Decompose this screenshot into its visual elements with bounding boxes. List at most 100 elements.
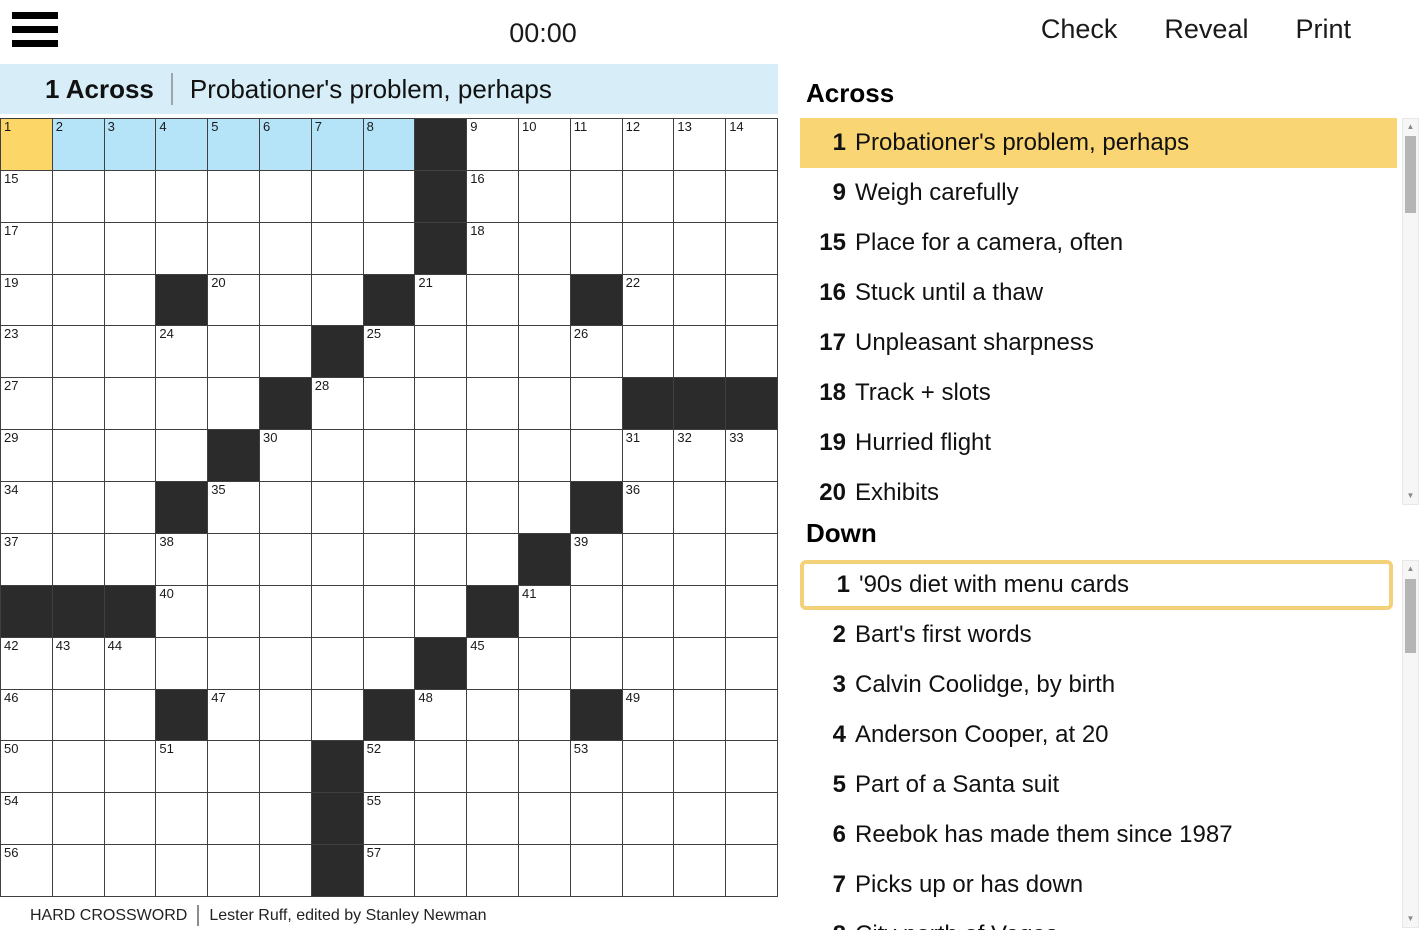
clue-across-18[interactable]: 18 Track + slots — [800, 368, 1397, 418]
grid-cell-r11c14[interactable] — [674, 637, 726, 689]
grid-cell-r12c5[interactable]: 47 — [208, 689, 259, 741]
clue-across-16[interactable]: 16 Stuck until a thaw — [800, 268, 1397, 318]
grid-cell-r8c1[interactable]: 34 — [1, 482, 52, 533]
grid-cell-r14c9[interactable] — [415, 793, 467, 845]
scroll-up-icon[interactable]: ▲ — [1406, 564, 1415, 573]
grid-cell-r7c11[interactable] — [518, 430, 570, 482]
grid-cell-r2c3[interactable] — [104, 170, 156, 222]
grid-cell-r11c7[interactable] — [311, 637, 363, 689]
grid-cell-r15c13[interactable] — [622, 845, 674, 896]
grid-cell-r10c6[interactable] — [259, 585, 311, 637]
clue-across-15[interactable]: 15 Place for a camera, often — [800, 218, 1397, 268]
grid-cell-r14c4[interactable] — [156, 793, 208, 845]
grid-cell-r7c15[interactable]: 33 — [726, 430, 777, 482]
grid-cell-r3c5[interactable] — [208, 222, 259, 274]
grid-cell-r15c6[interactable] — [259, 845, 311, 896]
grid-cell-r9c6[interactable] — [259, 533, 311, 585]
grid-cell-r11c6[interactable] — [259, 637, 311, 689]
grid-cell-r11c15[interactable] — [726, 637, 777, 689]
clue-down-3[interactable]: 3 Calvin Coolidge, by birth — [800, 660, 1397, 710]
grid-cell-r8c9[interactable] — [415, 482, 467, 533]
grid-cell-r3c1[interactable]: 17 — [1, 222, 52, 274]
grid-cell-r4c13[interactable]: 22 — [622, 274, 674, 326]
grid-cell-r10c11[interactable]: 41 — [518, 585, 570, 637]
scroll-down-icon[interactable]: ▼ — [1406, 914, 1415, 923]
grid-cell-r13c11[interactable] — [518, 741, 570, 793]
scroll-up-icon[interactable]: ▲ — [1406, 122, 1415, 131]
grid-cell-r12c1[interactable]: 46 — [1, 689, 52, 741]
grid-cell-r13c12[interactable]: 53 — [570, 741, 622, 793]
grid-cell-r2c7[interactable] — [311, 170, 363, 222]
grid-cell-r2c14[interactable] — [674, 170, 726, 222]
grid-cell-r14c2[interactable] — [52, 793, 104, 845]
clue-down-8[interactable]: 8 City north of Vegas — [800, 910, 1397, 930]
grid-cell-r7c4[interactable] — [156, 430, 208, 482]
across-scrollbar[interactable]: ▲ ▼ — [1402, 118, 1419, 505]
grid-cell-r13c15[interactable] — [726, 741, 777, 793]
grid-cell-r10c9[interactable] — [415, 585, 467, 637]
clue-down-6[interactable]: 6 Reebok has made them since 1987 — [800, 810, 1397, 860]
clue-across-1[interactable]: 1 Probationer's problem, perhaps — [800, 118, 1397, 168]
grid-cell-r6c5[interactable] — [208, 378, 259, 430]
grid-cell-r11c13[interactable] — [622, 637, 674, 689]
clue-down-1[interactable]: 1 '90s diet with menu cards — [800, 560, 1393, 610]
clue-across-20[interactable]: 20 Exhibits — [800, 468, 1397, 505]
grid-cell-r11c12[interactable] — [570, 637, 622, 689]
grid-cell-r11c10[interactable]: 45 — [467, 637, 518, 689]
grid-cell-r15c11[interactable] — [518, 845, 570, 896]
grid-cell-r7c12[interactable] — [570, 430, 622, 482]
clue-down-4[interactable]: 4 Anderson Cooper, at 20 — [800, 710, 1397, 760]
grid-cell-r1c8[interactable]: 8 — [363, 119, 415, 170]
grid-cell-r5c10[interactable] — [467, 326, 518, 378]
grid-cell-r5c13[interactable] — [622, 326, 674, 378]
grid-cell-r5c6[interactable] — [259, 326, 311, 378]
grid-cell-r10c7[interactable] — [311, 585, 363, 637]
grid-cell-r7c10[interactable] — [467, 430, 518, 482]
grid-cell-r2c4[interactable] — [156, 170, 208, 222]
grid-cell-r5c9[interactable] — [415, 326, 467, 378]
grid-cell-r4c6[interactable] — [259, 274, 311, 326]
grid-cell-r7c13[interactable]: 31 — [622, 430, 674, 482]
grid-cell-r13c1[interactable]: 50 — [1, 741, 52, 793]
grid-cell-r11c3[interactable]: 44 — [104, 637, 156, 689]
grid-cell-r10c12[interactable] — [570, 585, 622, 637]
scroll-down-icon[interactable]: ▼ — [1406, 491, 1415, 500]
grid-cell-r1c2[interactable]: 2 — [52, 119, 104, 170]
grid-cell-r14c5[interactable] — [208, 793, 259, 845]
grid-cell-r9c4[interactable]: 38 — [156, 533, 208, 585]
grid-cell-r13c3[interactable] — [104, 741, 156, 793]
grid-cell-r5c5[interactable] — [208, 326, 259, 378]
grid-cell-r1c14[interactable]: 13 — [674, 119, 726, 170]
grid-cell-r3c13[interactable] — [622, 222, 674, 274]
grid-cell-r10c15[interactable] — [726, 585, 777, 637]
grid-cell-r14c8[interactable]: 55 — [363, 793, 415, 845]
grid-cell-r6c9[interactable] — [415, 378, 467, 430]
grid-cell-r7c3[interactable] — [104, 430, 156, 482]
across-scrollbar-thumb[interactable] — [1405, 136, 1416, 213]
grid-cell-r13c13[interactable] — [622, 741, 674, 793]
grid-cell-r7c1[interactable]: 29 — [1, 430, 52, 482]
grid-cell-r8c13[interactable]: 36 — [622, 482, 674, 533]
grid-cell-r10c14[interactable] — [674, 585, 726, 637]
grid-cell-r1c6[interactable]: 6 — [259, 119, 311, 170]
grid-cell-r12c13[interactable]: 49 — [622, 689, 674, 741]
grid-cell-r6c11[interactable] — [518, 378, 570, 430]
grid-cell-r4c2[interactable] — [52, 274, 104, 326]
grid-cell-r8c8[interactable] — [363, 482, 415, 533]
grid-cell-r10c4[interactable]: 40 — [156, 585, 208, 637]
grid-cell-r1c12[interactable]: 11 — [570, 119, 622, 170]
grid-cell-r15c8[interactable]: 57 — [363, 845, 415, 896]
grid-cell-r13c10[interactable] — [467, 741, 518, 793]
grid-cell-r4c10[interactable] — [467, 274, 518, 326]
grid-cell-r3c12[interactable] — [570, 222, 622, 274]
grid-cell-r4c9[interactable]: 21 — [415, 274, 467, 326]
grid-cell-r9c7[interactable] — [311, 533, 363, 585]
grid-cell-r14c12[interactable] — [570, 793, 622, 845]
grid-cell-r2c10[interactable]: 16 — [467, 170, 518, 222]
grid-cell-r15c15[interactable] — [726, 845, 777, 896]
grid-cell-r6c12[interactable] — [570, 378, 622, 430]
print-button[interactable]: Print — [1295, 14, 1351, 44]
grid-cell-r9c10[interactable] — [467, 533, 518, 585]
grid-cell-r13c5[interactable] — [208, 741, 259, 793]
grid-cell-r1c13[interactable]: 12 — [622, 119, 674, 170]
